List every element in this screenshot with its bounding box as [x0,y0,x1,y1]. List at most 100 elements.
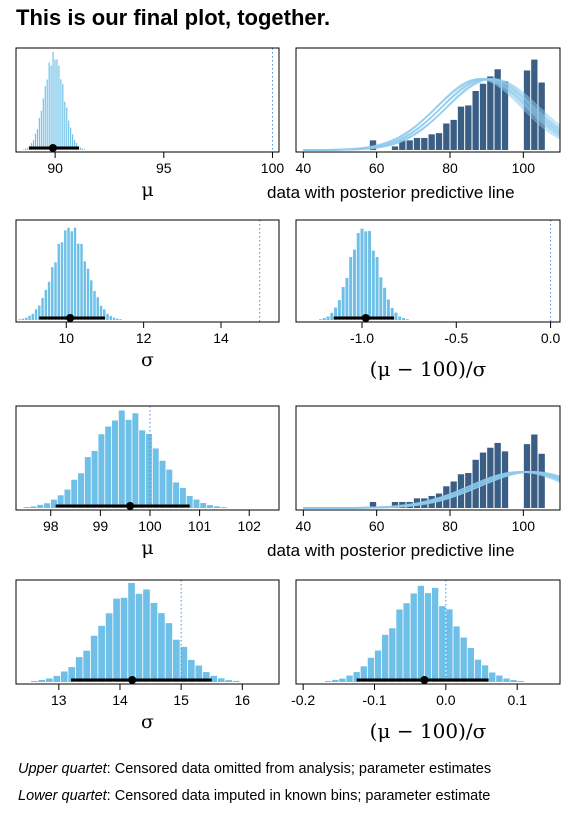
hist-bar [187,659,195,682]
x-tick-label: 100 [138,518,162,534]
posterior-predictive-line [303,471,561,509]
hist-bar [232,680,240,682]
hist-bar [60,242,64,320]
hist-bar [18,319,22,320]
x-tick-label: 80 [442,160,458,176]
hist-bar [374,650,382,682]
plot-frame [15,579,280,685]
hist-bar [70,231,73,320]
hist-bar [341,287,345,320]
chart-p6: 40 60 80 100 data with posterior predictive … [267,405,561,560]
plot-frame [295,405,561,511]
data-bar [465,105,472,150]
hist-bar [106,313,109,320]
posterior-predictive-line [303,78,561,151]
hist-bar [46,79,48,150]
x-axis-label: μ [141,179,153,201]
hist-bar [202,672,210,682]
hist-bar [150,602,158,682]
hist-bar [75,657,83,682]
hist-bar [386,299,390,320]
x-tick-label: 100 [512,160,536,176]
chart-p2: 40 60 80 100 data with posterior predictive … [267,47,561,202]
hist-bar [93,290,96,320]
x-tick-label: -0.2 [291,692,315,708]
x-tick-label: 13 [51,692,67,708]
hist-bar [64,489,71,508]
hist-bar [326,316,330,320]
hist-bar [54,262,57,320]
x-tick-label: 100 [261,160,285,176]
hist-bar [396,609,403,682]
hist-bar [75,142,78,150]
chart-p1: 90 95 100 μ [15,47,285,201]
hist-bar [37,504,44,508]
hist-bar [83,149,85,150]
plot-frame [15,405,280,511]
hist-bar [446,609,453,682]
hist-bar [152,448,159,508]
hist-bar [23,507,30,508]
hist-bar [78,473,85,508]
data-bar [457,106,465,150]
x-tick-label: -0.1 [362,692,386,708]
caption-upper: Upper quartet: Censored data omitted fro… [18,761,491,777]
hist-bar [165,623,173,682]
x-tick-label: -0.5 [444,330,468,346]
hist-bar [68,120,70,150]
mode-point [48,144,57,152]
hist-bar [36,129,38,150]
caption-upper-lead: Upper quartet [18,761,107,777]
data-bar [391,146,399,150]
hist-bar [58,65,60,150]
hist-bar [346,675,353,682]
hist-bar [38,679,46,682]
hist-bar [496,675,503,682]
hist-bar [27,147,29,150]
hist-bar [179,487,186,508]
hist-bar [51,267,54,320]
hist-bar [80,243,83,320]
hist-bar [474,659,482,682]
hist-bar [371,250,375,320]
chart-p5: 98 99 100 101 102 μ [15,405,280,559]
hist-bar [225,680,233,682]
hist-bar [105,613,113,682]
data-bar [523,444,531,508]
hist-bar [113,598,120,682]
data-bar [443,123,450,150]
x-tick-label: 0.0 [436,692,456,708]
hist-bar [28,315,31,320]
x-tick-label: 40 [296,160,312,176]
x-axis-label: data with posterior predictive line [267,541,515,560]
hist-bar [30,506,37,508]
x-tick-label: 101 [188,518,212,534]
data-bar [450,119,457,150]
hist-bar [368,231,372,320]
hist-bar [375,257,379,320]
hist-bar [330,312,334,320]
hist-bar [103,309,106,320]
hist-bar [132,413,139,508]
caption-lower-lead: Lower quartet [18,788,107,804]
hist-bar [125,419,132,508]
hist-bar [98,625,105,682]
hist-bar [57,495,64,508]
chart-p4: -1.0 -0.5 0.0 (μ − 100)/σ [295,219,561,381]
data-bar [413,137,421,150]
x-tick-label: 80 [442,518,458,534]
hist-bar [105,426,112,508]
hist-bar [207,505,214,508]
caption-lower-text: : Censored data imputed in known bins; p… [106,788,491,804]
hist-bar [120,597,128,682]
caption-upper-text: : Censored data omitted from analysis; p… [106,761,492,777]
hist-bar [489,672,496,682]
hist-bar [64,101,66,150]
x-tick-label: -1.0 [350,330,374,346]
x-axis-label: σ [141,711,154,733]
hist-bar [66,107,68,150]
hist-bar [38,305,41,320]
data-bar [369,501,377,508]
plot-frame [15,219,280,323]
